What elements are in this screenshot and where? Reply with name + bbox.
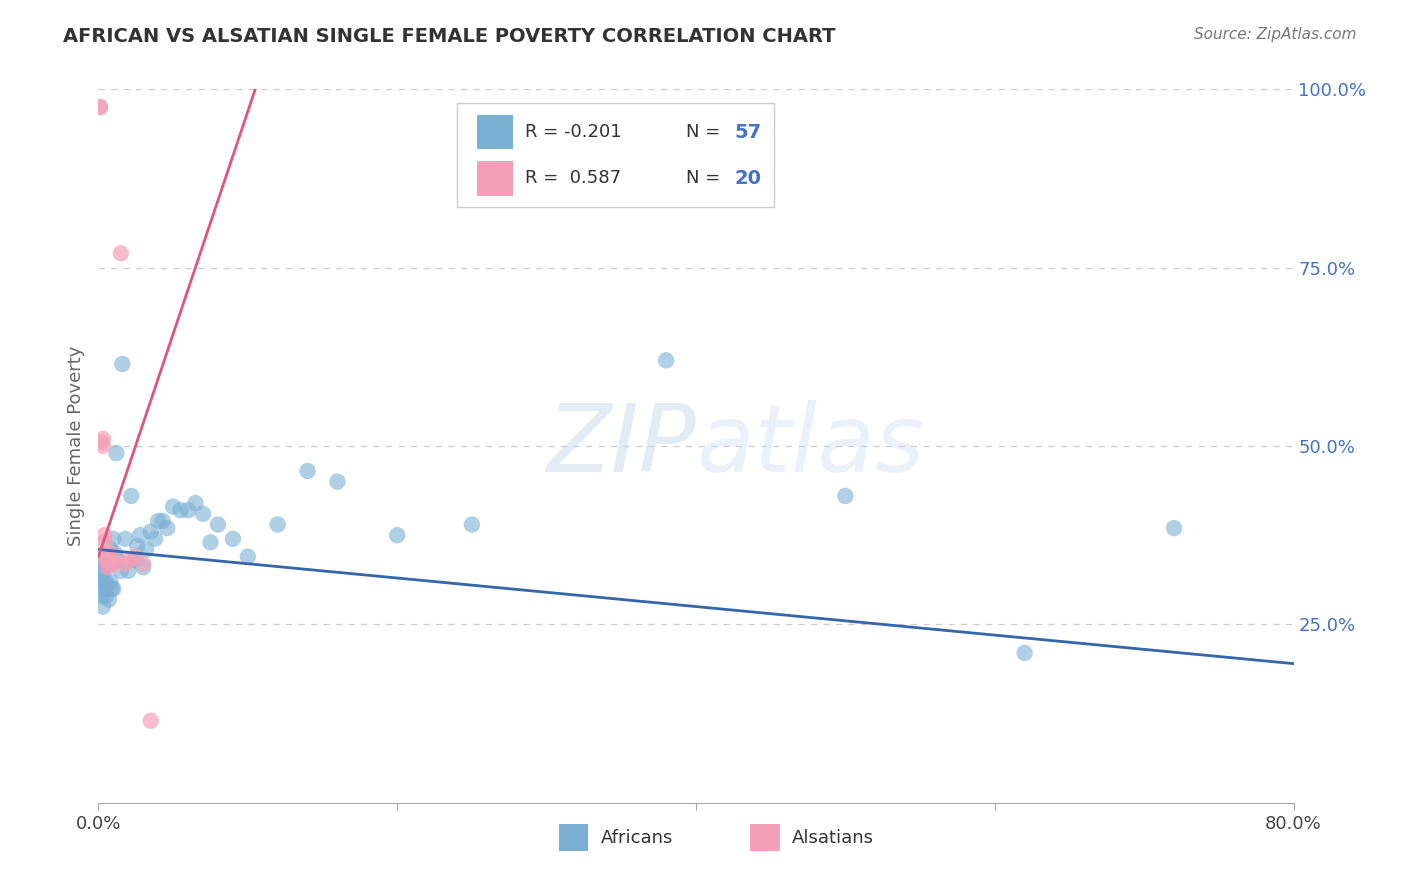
Point: [655, 353, 678, 368]
Point: [169, 503, 191, 517]
Point: [117, 553, 139, 567]
Point: [91, 432, 114, 446]
Point: [148, 514, 170, 528]
Text: ZIP: ZIP: [547, 401, 696, 491]
Point: [1163, 521, 1185, 535]
Point: [120, 489, 142, 503]
Text: N =: N =: [686, 169, 727, 187]
Point: [97, 546, 120, 560]
Point: [98, 574, 122, 589]
Point: [111, 357, 134, 371]
Point: [93, 528, 115, 542]
Point: [834, 489, 856, 503]
Point: [101, 582, 124, 596]
Point: [461, 517, 484, 532]
Point: [162, 500, 184, 514]
Point: [177, 503, 200, 517]
Point: [104, 546, 127, 560]
Text: R = -0.201: R = -0.201: [524, 123, 621, 141]
Point: [152, 514, 174, 528]
Point: [236, 549, 259, 564]
Point: [200, 535, 222, 549]
FancyBboxPatch shape: [457, 103, 773, 207]
Point: [222, 532, 245, 546]
Point: [96, 560, 118, 574]
Point: [96, 582, 118, 596]
Point: [103, 582, 125, 596]
FancyBboxPatch shape: [477, 161, 513, 195]
FancyBboxPatch shape: [749, 824, 780, 851]
Point: [132, 557, 155, 571]
FancyBboxPatch shape: [477, 115, 513, 149]
Point: [89, 560, 111, 574]
Point: [89, 100, 111, 114]
Text: atlas: atlas: [696, 401, 924, 491]
Point: [184, 496, 207, 510]
Text: Africans: Africans: [600, 829, 672, 847]
Point: [91, 553, 114, 567]
Point: [191, 507, 214, 521]
Point: [89, 574, 111, 589]
Point: [94, 553, 117, 567]
Point: [103, 532, 125, 546]
Point: [90, 589, 112, 603]
Point: [93, 535, 115, 549]
Text: AFRICAN VS ALSATIAN SINGLE FEMALE POVERTY CORRELATION CHART: AFRICAN VS ALSATIAN SINGLE FEMALE POVERT…: [63, 27, 835, 45]
Point: [297, 464, 319, 478]
Point: [117, 564, 139, 578]
Point: [94, 574, 117, 589]
FancyBboxPatch shape: [558, 824, 589, 851]
Point: [91, 439, 114, 453]
Point: [207, 517, 229, 532]
Point: [110, 564, 132, 578]
Point: [103, 557, 125, 571]
Text: R =  0.587: R = 0.587: [524, 169, 621, 187]
Point: [97, 553, 120, 567]
Point: [135, 542, 157, 557]
Point: [93, 560, 115, 574]
Point: [90, 567, 112, 582]
Point: [105, 446, 128, 460]
Point: [124, 553, 146, 567]
Text: Alsatians: Alsatians: [792, 829, 873, 847]
Point: [96, 557, 118, 571]
Point: [125, 553, 148, 567]
Point: [90, 435, 112, 450]
Point: [326, 475, 349, 489]
Point: [139, 524, 162, 539]
Point: [385, 528, 409, 542]
Point: [1014, 646, 1036, 660]
Point: [93, 574, 115, 589]
Text: 20: 20: [734, 169, 761, 188]
Point: [94, 589, 117, 603]
Point: [132, 560, 155, 574]
Y-axis label: Single Female Poverty: Single Female Poverty: [66, 346, 84, 546]
Point: [129, 528, 152, 542]
Point: [97, 592, 120, 607]
Point: [114, 532, 136, 546]
Point: [98, 557, 122, 571]
Point: [267, 517, 290, 532]
Point: [156, 521, 179, 535]
Point: [91, 582, 114, 596]
Point: [107, 553, 129, 567]
Point: [125, 549, 148, 564]
Point: [139, 714, 162, 728]
Point: [91, 599, 114, 614]
Point: [89, 100, 111, 114]
Point: [110, 246, 132, 260]
Text: N =: N =: [686, 123, 727, 141]
Point: [127, 539, 149, 553]
Point: [97, 549, 120, 564]
Point: [101, 549, 124, 564]
Text: Source: ZipAtlas.com: Source: ZipAtlas.com: [1194, 27, 1357, 42]
Point: [143, 532, 166, 546]
Point: [114, 557, 136, 571]
Point: [98, 542, 122, 557]
Text: 57: 57: [734, 122, 761, 142]
